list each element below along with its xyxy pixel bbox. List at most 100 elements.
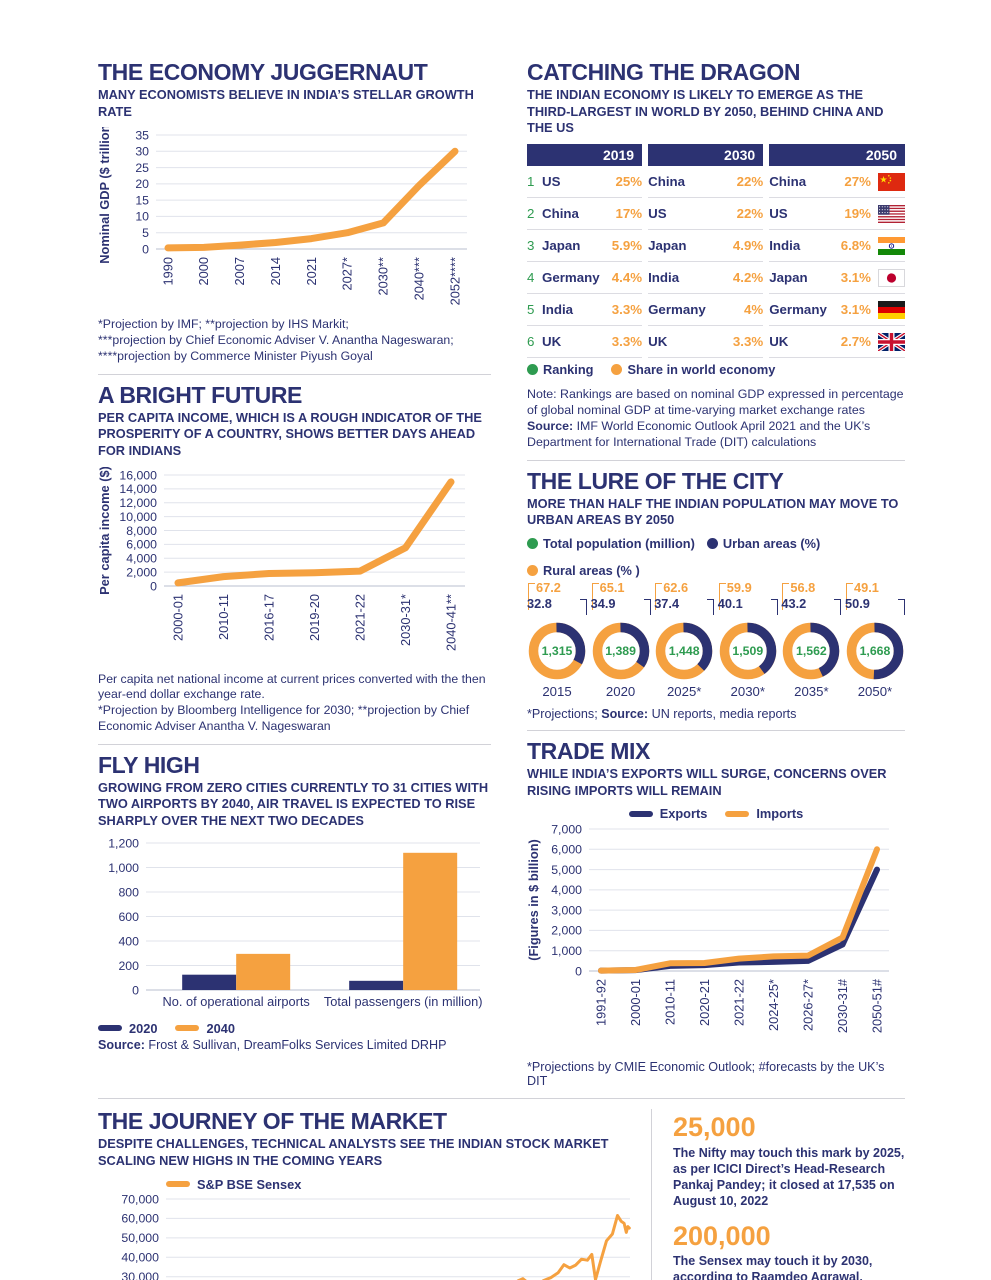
- flag-cell: [878, 236, 905, 255]
- market-callouts: 25,000 The Nifty may touch this mark by …: [665, 1109, 905, 1280]
- y-tick-label: 1,000: [551, 944, 582, 958]
- total-population-value: 1,448: [668, 643, 700, 658]
- flag-cell: [878, 300, 905, 319]
- gdp-line-chart: 0 5 10 15 20 25 30 35 Nominal GDP ($ trillion) 19…: [97, 121, 491, 312]
- legend-item: 2040: [175, 1021, 235, 1036]
- footnote: ***projection by Chief Economic Adviser …: [98, 333, 454, 348]
- bottom-section: THE JOURNEY OF THE MARKET DESPITE CHALLE…: [0, 1109, 991, 1280]
- x-tick-label: 2030**: [376, 257, 391, 295]
- y-tick-label: 5: [142, 226, 149, 240]
- rank-number: 2: [527, 206, 535, 222]
- section-subtitle: WHILE INDIA’S EXPORTS WILL SURGE, CONCER…: [527, 766, 887, 798]
- rank-number: 3: [527, 238, 535, 254]
- source-label: Source:: [601, 706, 649, 721]
- x-tick-label: 2030-31*: [398, 594, 413, 646]
- y-axis-title: Nominal GDP ($ trillion): [98, 127, 112, 264]
- section-title: THE LURE OF THE CITY: [527, 467, 784, 494]
- donut-2020: 65.1 34.9 1,389 2020: [591, 580, 651, 699]
- legend-label: Imports: [756, 806, 804, 822]
- share-value: 3.1%: [840, 302, 871, 318]
- legend: S&P BSE Sensex: [166, 1177, 638, 1192]
- per-capita-income-line: [174, 478, 455, 587]
- legend-label: S&P BSE Sensex: [197, 1176, 302, 1192]
- country-name: UK: [769, 334, 789, 350]
- share-value: 17%: [615, 206, 643, 222]
- donut-2050*: 49.1 50.9 1,668 2050*: [845, 580, 905, 699]
- country-name: China: [769, 174, 807, 190]
- legend-dot-rural: [527, 564, 538, 576]
- country-name: China: [648, 174, 686, 190]
- flag-in-icon: [878, 236, 905, 255]
- share-value: 25%: [615, 174, 643, 190]
- donut-svg: [719, 622, 777, 680]
- y-tick-label: 0: [150, 579, 157, 593]
- table-row: Japan 4.9%: [648, 230, 764, 263]
- gdp-ranking-table: 2019 1 US 25% 2 China 17% 3 Japan 5.9% 4 Germany 4.4…: [527, 144, 905, 359]
- donut-year-label: 2025*: [666, 683, 702, 699]
- legend-swatch-exports: [628, 811, 653, 817]
- section-title: A BRIGHT FUTURE: [98, 381, 302, 408]
- total-population-value: 1,562: [795, 643, 827, 658]
- section-trade-mix: TRADE MIX WHILE INDIA’S EXPORTS WILL SUR…: [526, 737, 905, 1088]
- table-note: Note: Rankings are based on nominal GDP …: [527, 386, 905, 451]
- s-p-bse-sensex-line: [516, 1213, 631, 1280]
- legend-dot-total-population: [527, 537, 538, 549]
- legend-label: Ranking: [543, 362, 594, 378]
- y-tick-label: 0: [575, 965, 582, 979]
- y-tick-label: 30: [135, 145, 149, 159]
- y-tick-label: 15: [135, 194, 149, 208]
- y-tick-label: 400: [118, 934, 139, 948]
- country-name: India: [542, 302, 574, 318]
- legend-dot-ranking: [527, 364, 538, 376]
- table-row: UK 2.7%: [769, 326, 905, 359]
- section-title: TRADE MIX: [527, 737, 650, 764]
- y-tick-label: 30,000: [121, 1270, 159, 1280]
- x-tick-label: 2040***: [411, 257, 426, 300]
- callout-value: 25,000: [673, 1112, 756, 1143]
- section-subtitle: THE INDIAN ECONOMY IS LIKELY TO EMERGE A…: [527, 87, 884, 136]
- donut-svg: [846, 622, 904, 680]
- callout-text: The Nifty may touch this mark by 2025, a…: [673, 1145, 905, 1209]
- x-tick-label: 2010-11: [662, 979, 677, 1025]
- airports-bar-chart: 0 200 400 600 800 1,000 1,200 No. of operationa…: [98, 836, 491, 1017]
- full-width-divider: [98, 1098, 905, 1100]
- source-label: Source:: [527, 419, 574, 434]
- section-subtitle: GROWING FROM ZERO CITIES CURRENTLY TO 31…: [98, 779, 489, 828]
- donut-svg: [783, 622, 840, 680]
- legend-swatch-imports: [725, 811, 750, 817]
- rural-share-value: 67.2: [527, 580, 561, 610]
- table-year-header: 2030: [648, 144, 764, 167]
- share-value: 27%: [844, 174, 871, 190]
- country-name: US: [769, 206, 788, 222]
- share-value: 22%: [736, 174, 764, 190]
- country-name: Japan: [769, 270, 808, 286]
- flag-cell: ★: [878, 172, 905, 191]
- country-name: India: [769, 238, 801, 254]
- sensex-line-chart: 010,00020,00030,00040,00050,00060,00070,…: [98, 1192, 638, 1280]
- donut-ring: 1,509: [719, 622, 777, 680]
- urban-share-value: 32.8: [527, 596, 587, 615]
- bar-2020: [182, 974, 237, 990]
- bar-2040: [403, 852, 458, 990]
- share-value: 5.9%: [611, 238, 643, 254]
- table-row: 5 India 3.3%: [527, 294, 643, 327]
- country-name: US: [542, 174, 561, 190]
- flag-cell: [878, 204, 905, 223]
- y-tick-label: 50,000: [121, 1231, 159, 1245]
- country-name: Germany: [648, 302, 706, 318]
- footnote-prefix: *Projections;: [527, 706, 602, 721]
- footnote: ****projection by Commerce Minister Piyu…: [98, 348, 373, 363]
- legend-swatch-2040: [175, 1025, 200, 1031]
- footnotes: *Projection by IMF; **projection by IHS …: [98, 317, 491, 364]
- donut-ring: 1,389: [592, 622, 650, 680]
- share-value: 3.3%: [611, 302, 643, 318]
- table-row: Germany 4%: [648, 294, 764, 327]
- y-tick-label: 4,000: [126, 551, 157, 565]
- flag-cell: [878, 268, 905, 287]
- line-chart-svg: 0 5 10 15 20 25 30 35 Nominal GDP ($ trillion) 19…: [97, 121, 467, 306]
- table-row: 3 Japan 5.9%: [527, 230, 643, 263]
- y-tick-label: 2,000: [551, 924, 582, 938]
- donut-ring: 1,562: [782, 622, 840, 680]
- section-lure-of-city: THE LURE OF THE CITY MORE THAN HALF THE …: [527, 467, 905, 721]
